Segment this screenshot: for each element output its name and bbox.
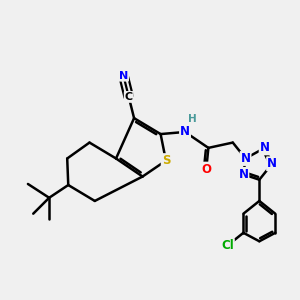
Text: N: N: [238, 168, 248, 181]
Text: H: H: [188, 114, 197, 124]
Text: O: O: [201, 163, 211, 176]
Text: N: N: [260, 141, 270, 154]
Text: N: N: [119, 71, 128, 81]
Text: N: N: [267, 157, 277, 170]
Text: S: S: [162, 154, 170, 167]
Text: Cl: Cl: [221, 239, 234, 252]
Text: N: N: [180, 125, 190, 139]
Text: C: C: [125, 92, 133, 102]
Text: N: N: [241, 152, 250, 165]
